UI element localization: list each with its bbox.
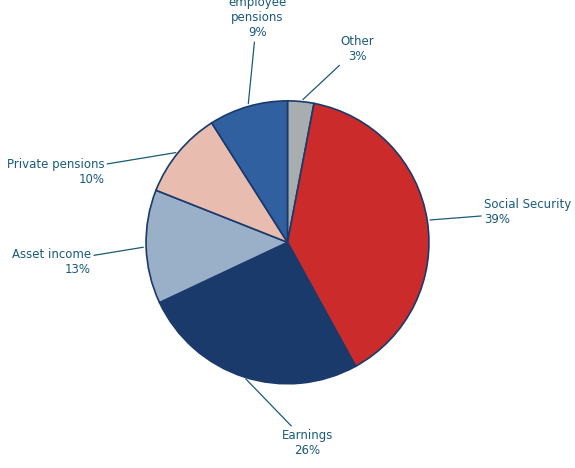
Text: Earnings
26%: Earnings 26% [246, 379, 333, 457]
Text: Private pensions
10%: Private pensions 10% [7, 153, 176, 186]
Text: Government
employee
pensions
9%: Government employee pensions 9% [221, 0, 294, 104]
Wedge shape [288, 103, 429, 366]
Wedge shape [288, 101, 314, 242]
Text: Social Security
39%: Social Security 39% [430, 198, 571, 227]
Wedge shape [159, 242, 356, 384]
Wedge shape [212, 101, 288, 242]
Wedge shape [156, 123, 288, 242]
Text: Other
3%: Other 3% [303, 35, 374, 100]
Wedge shape [146, 190, 288, 302]
Text: Asset income
13%: Asset income 13% [12, 247, 143, 276]
